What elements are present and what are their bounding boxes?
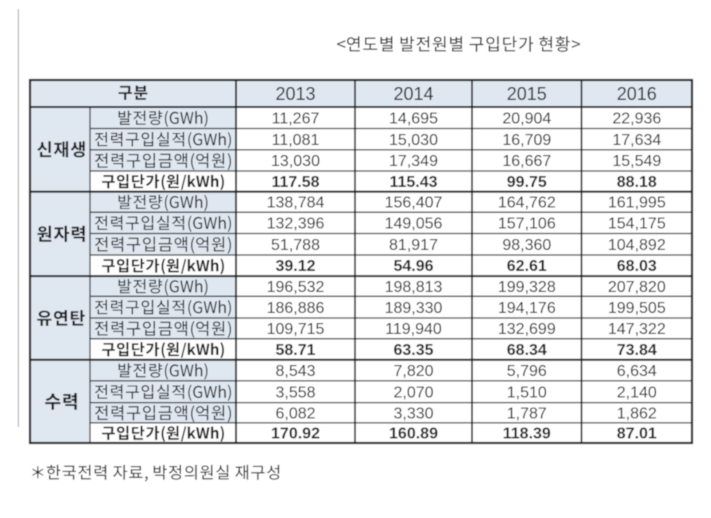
svg-text:198,813: 198,813 xyxy=(385,279,443,296)
svg-text:3,330: 3,330 xyxy=(393,405,433,422)
svg-text:15,030: 15,030 xyxy=(389,132,438,149)
svg-text:39.12: 39.12 xyxy=(275,258,315,275)
svg-text:104,892: 104,892 xyxy=(608,237,666,254)
svg-text:22,936: 22,936 xyxy=(612,110,661,127)
svg-text:13,030: 13,030 xyxy=(271,153,320,170)
svg-text:2016: 2016 xyxy=(617,84,657,104)
svg-text:7,820: 7,820 xyxy=(393,363,433,380)
svg-text:138,784: 138,784 xyxy=(267,195,325,212)
svg-text:164,762: 164,762 xyxy=(498,195,556,212)
svg-text:199,328: 199,328 xyxy=(498,279,556,296)
svg-text:154,175: 154,175 xyxy=(608,215,666,232)
svg-text:8,543: 8,543 xyxy=(275,363,315,380)
svg-text:6,082: 6,082 xyxy=(275,405,315,422)
svg-text:16,667: 16,667 xyxy=(502,153,551,170)
svg-text:51,788: 51,788 xyxy=(271,237,320,254)
svg-text:87.01: 87.01 xyxy=(617,426,657,443)
svg-text:132,699: 132,699 xyxy=(498,321,556,338)
svg-text:147,322: 147,322 xyxy=(608,321,666,338)
svg-text:196,532: 196,532 xyxy=(267,279,325,296)
svg-text:11,267: 11,267 xyxy=(272,110,320,127)
svg-text:81,917: 81,917 xyxy=(389,237,438,254)
svg-text:68.34: 68.34 xyxy=(507,342,547,359)
svg-text:16,709: 16,709 xyxy=(502,132,551,149)
svg-text:156,407: 156,407 xyxy=(385,195,443,212)
svg-text:2015: 2015 xyxy=(507,84,547,104)
svg-text:15,549: 15,549 xyxy=(612,153,661,170)
svg-text:11,081: 11,081 xyxy=(272,132,320,149)
svg-text:58.71: 58.71 xyxy=(275,342,315,359)
svg-text:199,505: 199,505 xyxy=(608,300,666,317)
svg-text:186,886: 186,886 xyxy=(267,300,325,317)
svg-text:207,820: 207,820 xyxy=(608,279,666,296)
svg-text:2013: 2013 xyxy=(275,84,315,104)
svg-text:14,695: 14,695 xyxy=(389,110,438,127)
svg-text:3,558: 3,558 xyxy=(275,384,315,401)
svg-text:17,349: 17,349 xyxy=(389,153,438,170)
svg-text:88.18: 88.18 xyxy=(617,174,657,191)
svg-text:189,330: 189,330 xyxy=(385,300,443,317)
svg-text:119,940: 119,940 xyxy=(385,321,442,338)
svg-text:2,070: 2,070 xyxy=(393,384,433,401)
svg-text:157,106: 157,106 xyxy=(498,215,556,232)
svg-text:161,995: 161,995 xyxy=(608,195,666,212)
svg-text:17,634: 17,634 xyxy=(612,132,661,149)
svg-text:63.35: 63.35 xyxy=(393,342,433,359)
svg-text:1,510: 1,510 xyxy=(507,384,547,401)
svg-text:194,176: 194,176 xyxy=(498,300,556,317)
svg-text:2,140: 2,140 xyxy=(617,384,657,401)
svg-text:117.58: 117.58 xyxy=(271,174,319,191)
svg-text:149,056: 149,056 xyxy=(385,215,443,232)
svg-text:20,904: 20,904 xyxy=(502,110,551,127)
svg-text:2014: 2014 xyxy=(393,84,433,104)
svg-text:68.03: 68.03 xyxy=(617,258,657,275)
svg-text:62.61: 62.61 xyxy=(507,258,547,275)
svg-text:73.84: 73.84 xyxy=(617,342,657,359)
svg-text:99.75: 99.75 xyxy=(507,174,547,191)
svg-text:160.89: 160.89 xyxy=(389,426,438,443)
svg-text:1,862: 1,862 xyxy=(617,405,657,422)
svg-text:5,796: 5,796 xyxy=(507,363,547,380)
svg-text:132,396: 132,396 xyxy=(267,215,325,232)
svg-text:98,360: 98,360 xyxy=(502,237,551,254)
svg-text:170.92: 170.92 xyxy=(271,426,320,443)
svg-text:1,787: 1,787 xyxy=(507,405,547,422)
svg-text:6,634: 6,634 xyxy=(617,363,657,380)
svg-text:118.39: 118.39 xyxy=(503,426,551,443)
svg-text:54.96: 54.96 xyxy=(393,258,433,275)
svg-text:109,715: 109,715 xyxy=(267,321,325,338)
svg-text:115.43: 115.43 xyxy=(389,174,437,191)
